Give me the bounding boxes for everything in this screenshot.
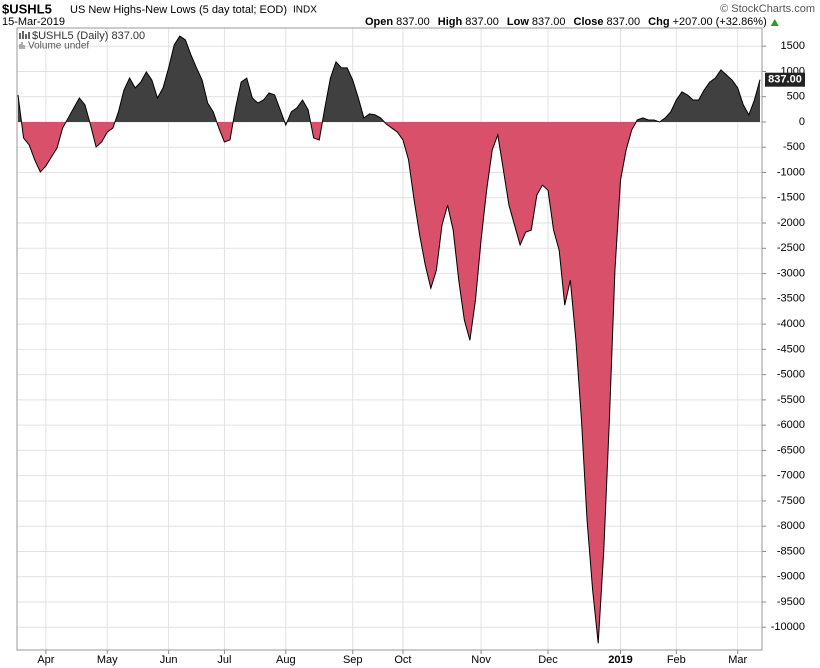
x-tick-label: Feb	[667, 654, 686, 666]
exchange: INDX	[293, 5, 317, 16]
y-tick-label: -9500	[777, 596, 805, 608]
quote-label: Chg	[648, 16, 669, 28]
quote-label: Close	[574, 16, 604, 28]
chart-title: US New Highs-New Lows (5 day total; EOD)	[70, 4, 287, 16]
quote-label: Open	[365, 16, 393, 28]
plot-border	[16, 27, 763, 651]
x-tick-label: Aug	[276, 654, 296, 666]
x-tick-label: Nov	[471, 654, 491, 666]
y-tick-label: 0	[799, 116, 805, 128]
y-tick-label: -10000	[771, 621, 805, 633]
y-tick-label: -8500	[777, 545, 805, 557]
y-tick-label: -3500	[777, 293, 805, 305]
x-tick-label: May	[97, 654, 118, 666]
y-tick-label: 1500	[781, 40, 805, 52]
quote-value: 837.00	[607, 16, 641, 28]
last-value-tag	[765, 72, 805, 87]
x-tick-label: Mar	[728, 654, 747, 666]
source: © StockCharts.com	[720, 3, 815, 15]
quote-value: 837.00	[465, 16, 499, 28]
quote-value: 837.00	[532, 16, 566, 28]
y-tick-label: -7000	[777, 470, 805, 482]
y-tick-label: -500	[783, 141, 805, 153]
y-tick-label: -3000	[777, 267, 805, 279]
y-tick-label: -7500	[777, 495, 805, 507]
line	[17, 35, 761, 644]
y-tick-label: -2500	[777, 242, 805, 254]
x-tick-label: Oct	[394, 654, 411, 666]
date: 15-Mar-2019	[2, 16, 65, 28]
x-tick-label: Apr	[37, 654, 54, 666]
y-tick-label: -5500	[777, 394, 805, 406]
quote-value: +207.00 (+32.86%)	[673, 16, 767, 28]
quote-label: High	[438, 16, 463, 28]
change-arrow	[770, 19, 779, 26]
legend-entry: Volume undef	[28, 41, 89, 52]
x-tick-label: Sep	[343, 654, 363, 666]
symbol: $USHL5	[2, 1, 52, 16]
y-tick-label: -2000	[777, 217, 805, 229]
y-tick-label: -5000	[777, 369, 805, 381]
y-tick-label: -4500	[777, 343, 805, 355]
x-tick-label: Dec	[538, 654, 558, 666]
quote-value: 837.00	[396, 16, 430, 28]
legend-icon	[19, 31, 30, 39]
y-tick-label: 500	[787, 91, 805, 103]
x-tick-label: Jul	[217, 654, 231, 666]
y-tick-label: -8000	[777, 520, 805, 532]
area-positive	[18, 36, 760, 122]
quote-label: Low	[507, 16, 529, 28]
y-tick-label: -1000	[777, 166, 805, 178]
x-tick-label: 2019	[608, 654, 632, 666]
last-value-label: 837.00	[768, 74, 802, 86]
y-tick-label: -6000	[777, 419, 805, 431]
area-negative	[21, 121, 637, 644]
x-tick-label: Jun	[160, 654, 178, 666]
legend-icon	[19, 42, 25, 49]
plot-area	[17, 28, 762, 650]
y-tick-label: -1500	[777, 192, 805, 204]
y-tick-label: -4000	[777, 318, 805, 330]
y-tick-label: -6500	[777, 444, 805, 456]
y-tick-label: -9000	[777, 571, 805, 583]
legend-entry: $USHL5 (Daily) 837.00	[32, 30, 145, 42]
